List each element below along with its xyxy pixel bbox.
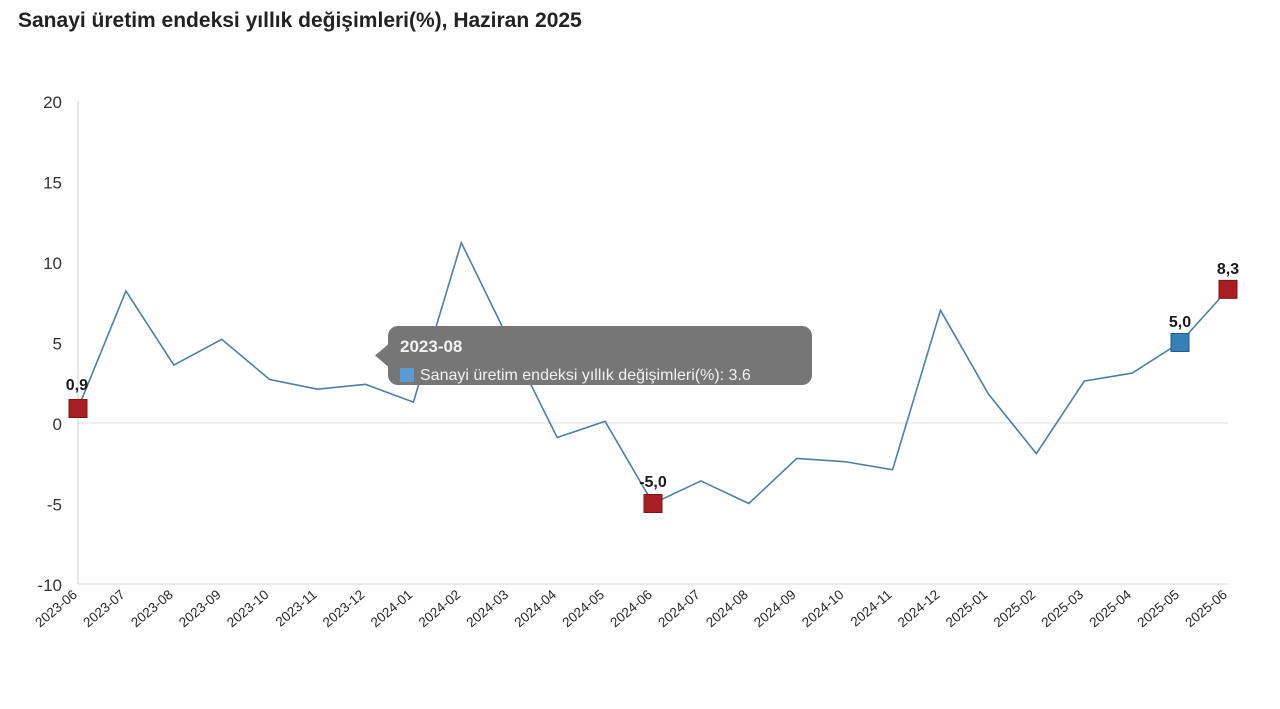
svg-text:2024-09: 2024-09	[751, 587, 799, 630]
svg-text:2024-06: 2024-06	[607, 587, 655, 630]
svg-text:2023-08: 2023-08	[400, 337, 462, 356]
svg-text:2025-06: 2025-06	[1182, 587, 1230, 630]
svg-text:20: 20	[43, 93, 62, 112]
svg-text:-5: -5	[47, 496, 62, 515]
svg-text:-10: -10	[37, 576, 62, 595]
svg-text:2023-10: 2023-10	[224, 587, 272, 630]
svg-text:2025-03: 2025-03	[1039, 587, 1087, 630]
svg-text:2024-01: 2024-01	[368, 587, 416, 630]
svg-text:2024-11: 2024-11	[848, 587, 895, 630]
svg-text:15: 15	[43, 174, 62, 193]
svg-text:5,0: 5,0	[1169, 314, 1191, 331]
svg-text:8,3: 8,3	[1217, 261, 1239, 278]
svg-text:2024-03: 2024-03	[464, 587, 512, 630]
svg-text:-5,0: -5,0	[639, 474, 667, 491]
svg-text:0: 0	[53, 415, 62, 434]
svg-text:2024-07: 2024-07	[655, 587, 703, 630]
svg-text:2023-09: 2023-09	[176, 587, 224, 630]
svg-text:Sanayi üretim endeksi yıllık d: Sanayi üretim endeksi yıllık değişimleri…	[420, 367, 751, 384]
svg-text:2023-12: 2023-12	[320, 587, 368, 630]
svg-text:10: 10	[43, 254, 62, 273]
svg-text:5: 5	[53, 335, 62, 354]
svg-text:2024-10: 2024-10	[799, 587, 847, 630]
svg-text:2025-01: 2025-01	[943, 587, 991, 630]
svg-text:2023-11: 2023-11	[273, 587, 320, 630]
svg-text:2023-07: 2023-07	[80, 587, 128, 630]
svg-text:2025-05: 2025-05	[1134, 587, 1182, 630]
svg-text:2024-12: 2024-12	[895, 587, 943, 630]
svg-text:2025-02: 2025-02	[991, 587, 1039, 630]
svg-text:2023-08: 2023-08	[128, 587, 176, 630]
svg-text:2024-04: 2024-04	[512, 586, 560, 630]
svg-text:2024-05: 2024-05	[559, 587, 607, 630]
svg-text:2024-08: 2024-08	[703, 587, 751, 630]
svg-text:0,9: 0,9	[66, 377, 88, 394]
svg-text:2024-02: 2024-02	[416, 587, 464, 630]
svg-text:2025-04: 2025-04	[1087, 586, 1135, 630]
